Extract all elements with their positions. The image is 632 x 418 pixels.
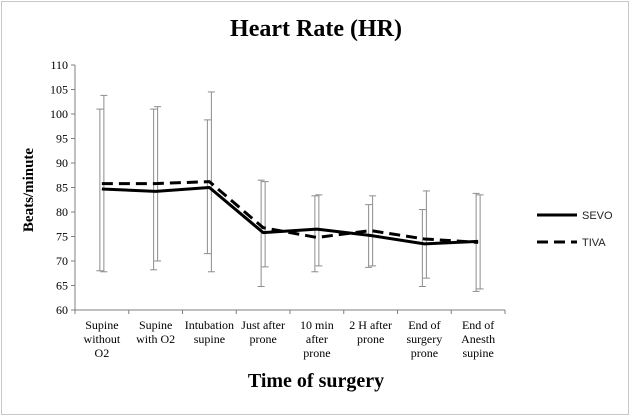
- chart-title: Heart Rate (HR): [230, 16, 402, 42]
- x-tick-label: Supine with O2: [136, 318, 175, 346]
- y-tick-label: 100: [50, 107, 68, 121]
- y-tick-label: 70: [56, 254, 68, 268]
- y-tick-label: 75: [56, 230, 68, 244]
- y-tick-label: 65: [56, 279, 68, 293]
- y-tick-label: 90: [56, 156, 68, 170]
- x-tick-label: Just after prone: [241, 318, 285, 346]
- series-line-tiva: [101, 180, 479, 244]
- x-axis-label: Time of surgery: [247, 370, 385, 392]
- x-tick-label: Supine without O2: [84, 318, 121, 360]
- y-tick-label: 95: [56, 132, 68, 146]
- x-tick-label: 10 min after prone: [300, 318, 334, 360]
- y-tick-label: 105: [50, 83, 68, 97]
- legend-label-tiva: TIVA: [582, 237, 606, 249]
- x-tick-label: End of surgery prone: [406, 318, 442, 360]
- y-tick-label: 110: [50, 58, 68, 72]
- series-line-sevo: [101, 186, 479, 246]
- x-tick-label: Intubation supine: [185, 318, 234, 346]
- x-tick-label: 2 H after prone: [349, 318, 392, 346]
- y-tick-label: 60: [56, 303, 68, 317]
- x-tick-label: End of Anesth supine: [461, 318, 495, 360]
- y-tick-label: 80: [56, 205, 68, 219]
- y-tick-label: 85: [56, 181, 68, 195]
- legend-label-sevo: SEVO: [582, 210, 613, 222]
